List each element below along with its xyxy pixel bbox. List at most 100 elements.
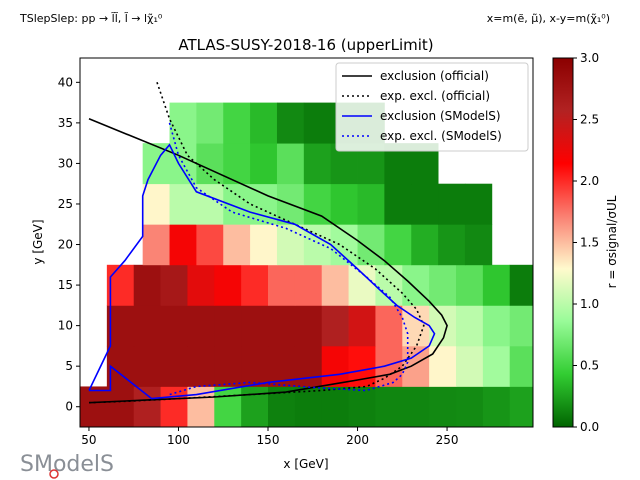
heatmap-cell xyxy=(303,143,332,185)
heatmap-cell xyxy=(411,224,439,266)
heatmap-cell xyxy=(348,386,376,428)
heatmap-cell xyxy=(294,345,323,387)
colorbar-label: r = σsignal/σUL xyxy=(605,195,619,288)
heatmap-cell xyxy=(187,345,215,387)
heatmap-cell xyxy=(169,224,197,266)
heatmap-cell xyxy=(133,345,161,387)
logo-text: SModelS xyxy=(20,452,114,477)
heatmap-cell xyxy=(80,386,108,428)
heatmap-cell xyxy=(133,386,161,428)
heatmap-cell xyxy=(169,102,197,144)
heatmap-cell xyxy=(375,264,403,306)
heatmap-cell xyxy=(106,264,135,306)
heatmap-cell xyxy=(321,305,349,347)
heatmap-cell xyxy=(321,264,349,306)
heatmap-cell xyxy=(133,305,161,347)
colorbar xyxy=(552,57,574,428)
heatmap-cell xyxy=(411,183,439,225)
heatmap-cell xyxy=(456,305,484,347)
y-axis-label: y [GeV] xyxy=(31,219,45,264)
heatmap-cell xyxy=(303,102,332,144)
heatmap-cell xyxy=(187,305,215,347)
heatmap-cell xyxy=(268,264,296,306)
logo-atom-icon xyxy=(49,469,59,479)
heatmap-cell xyxy=(160,305,188,347)
heatmap-cell xyxy=(482,305,511,347)
smodels-logo: SModelS xyxy=(20,452,114,479)
heatmap-cell xyxy=(509,264,534,306)
axis-definition-label: x=m(ẽ, μ̃), x-y=m(χ̃₁⁰) xyxy=(487,12,610,25)
heatmap-cell xyxy=(402,264,430,306)
heatmap-cell xyxy=(348,305,376,347)
x-tick-label: 150 xyxy=(257,433,280,447)
heatmap-cell xyxy=(196,224,224,266)
heatmap-cell xyxy=(241,345,269,387)
heatmap-cell xyxy=(106,386,135,428)
heatmap-cell xyxy=(241,386,269,428)
heatmap-cell xyxy=(509,345,534,387)
heatmap-cell xyxy=(375,386,403,428)
heatmap-cell xyxy=(438,183,466,225)
heatmap-cell xyxy=(160,345,188,387)
heatmap-cell xyxy=(169,143,197,185)
heatmap-cell xyxy=(187,264,215,306)
colorbar-tick-label: 1.5 xyxy=(580,236,599,250)
y-axis: 0 5 10 15 20 25 30 35 40 xyxy=(58,75,80,414)
legend: exclusion (official) exp. excl. (official… xyxy=(335,62,529,152)
heatmap-cell xyxy=(429,386,457,428)
series-line xyxy=(88,118,448,404)
x-axis: 50 100 150 200 250 xyxy=(81,427,459,447)
heatmap-cell xyxy=(482,386,511,428)
y-tick-label: 20 xyxy=(58,238,73,252)
heatmap-cell xyxy=(294,305,323,347)
y-tick-label: 5 xyxy=(65,359,73,373)
heatmap-cell xyxy=(214,305,242,347)
heatmap-cell xyxy=(241,264,269,306)
heatmap-cell xyxy=(106,305,135,347)
heatmap-cell xyxy=(384,224,412,266)
heatmap-cells xyxy=(80,102,534,428)
y-tick-label: 15 xyxy=(58,278,73,292)
heatmap-cell xyxy=(294,264,323,306)
heatmap-cell xyxy=(196,102,224,144)
heatmap-cell xyxy=(321,345,349,387)
heatmap-cell xyxy=(214,386,242,428)
colorbar-tick-label: 0.0 xyxy=(580,420,599,434)
series-line xyxy=(88,143,436,400)
heatmap-cell xyxy=(250,143,278,185)
heatmap-cell xyxy=(429,264,457,306)
heatmap-cell xyxy=(375,305,403,347)
colorbar-tick-label: 0.5 xyxy=(580,359,599,373)
x-tick-label: 250 xyxy=(436,433,459,447)
heatmap-cell xyxy=(384,183,412,225)
heatmap-cell xyxy=(509,305,534,347)
heatmap-cell xyxy=(509,386,534,428)
heatmap-cell xyxy=(250,102,278,144)
heatmap-cell xyxy=(402,386,430,428)
exclusion-curves xyxy=(88,82,448,404)
heatmap-cell xyxy=(330,183,358,225)
plot-frame xyxy=(79,57,534,428)
heatmap-cell xyxy=(464,224,493,266)
legend-label: exp. excl. (SModelS) xyxy=(380,129,502,143)
heatmap-cell xyxy=(464,183,493,225)
heatmap-cell xyxy=(250,224,278,266)
colorbar-tick-label: 1.0 xyxy=(580,297,599,311)
heatmap-cell xyxy=(456,264,484,306)
x-tick-label: 100 xyxy=(167,433,190,447)
legend-box xyxy=(335,62,529,152)
y-tick-label: 35 xyxy=(58,116,73,130)
y-tick-label: 0 xyxy=(65,400,73,414)
heatmap-cell xyxy=(196,143,224,185)
x-axis-label: x [GeV] xyxy=(283,457,328,471)
colorbar-axis: 0.0 0.5 1.0 1.5 2.0 2.5 3.0 xyxy=(573,51,599,434)
heatmap-cell xyxy=(303,183,332,225)
heatmap-cell xyxy=(357,224,385,266)
heatmap-cell xyxy=(133,264,161,306)
heatmap-cell xyxy=(276,102,305,144)
heatmap-cell xyxy=(276,143,305,185)
heatmap-cell xyxy=(142,224,170,266)
heatmap-cell xyxy=(402,345,430,387)
heatmap-cell xyxy=(303,224,332,266)
